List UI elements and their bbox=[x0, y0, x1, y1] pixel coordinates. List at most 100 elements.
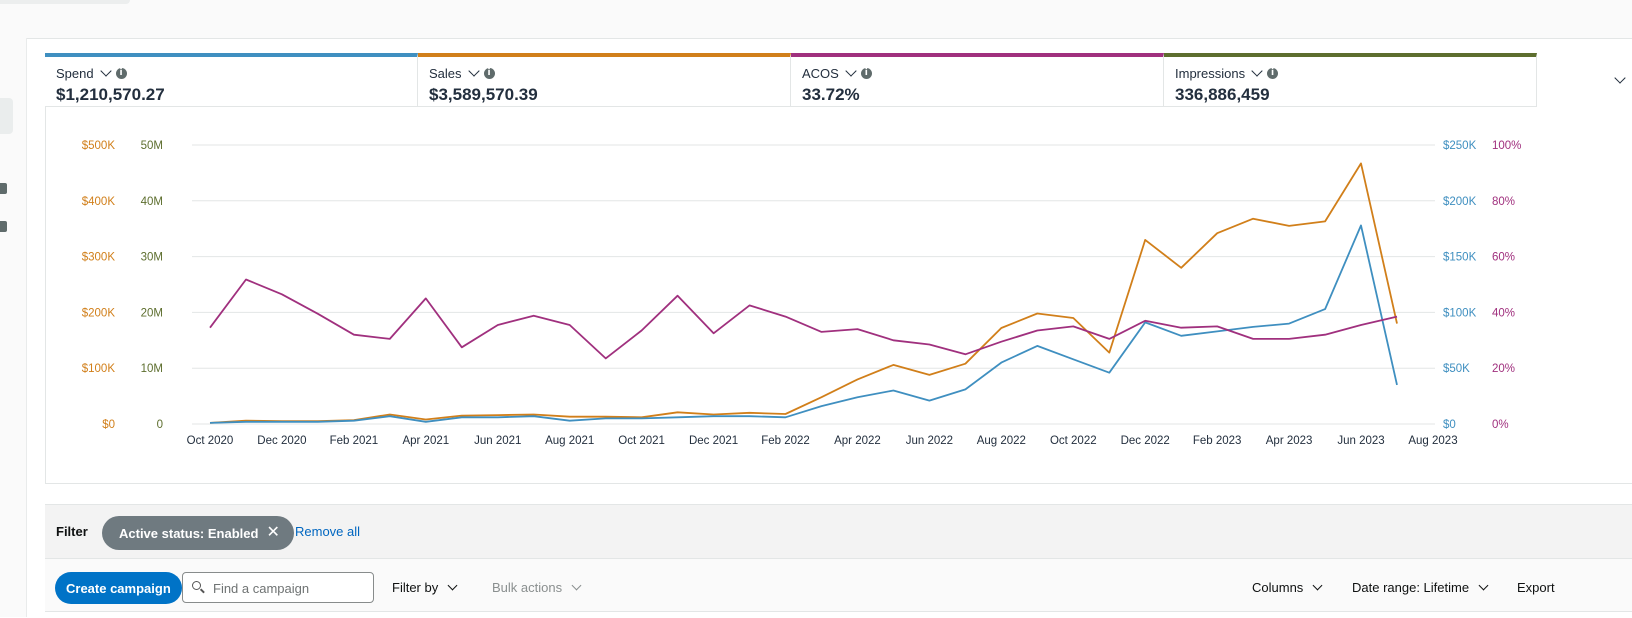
y-tick-label-spend: $100K bbox=[1443, 307, 1477, 319]
y-tick-label-acos: 40% bbox=[1492, 307, 1515, 319]
metric-value: 33.72% bbox=[802, 85, 860, 104]
x-tick-label: Apr 2023 bbox=[1266, 435, 1313, 447]
y-tick-label-sales: $500K bbox=[82, 140, 116, 152]
create-campaign-button[interactable]: Create campaign bbox=[55, 572, 182, 604]
y-tick-label-sales: $300K bbox=[82, 252, 116, 264]
x-tick-label: Aug 2022 bbox=[977, 435, 1026, 447]
top-tab-hint bbox=[0, 0, 130, 4]
metric-dropdown-acos[interactable]: ACOS i bbox=[802, 65, 872, 81]
metric-card-sales[interactable]: Sales i $3,589,570.39 bbox=[418, 53, 791, 107]
campaign-action-bar: Create campaign Find a campaign Filter b… bbox=[45, 559, 1632, 617]
metric-value: $1,210,570.27 bbox=[56, 85, 165, 104]
y-tick-label-sales: $100K bbox=[82, 363, 116, 375]
metric-dropdown-spend[interactable]: Spend i bbox=[56, 65, 127, 81]
y-tick-label-acos: 100% bbox=[1492, 140, 1521, 152]
bulk-actions-label: Bulk actions bbox=[492, 580, 563, 595]
x-tick-label: Apr 2021 bbox=[402, 435, 449, 447]
search-placeholder: Find a campaign bbox=[213, 581, 310, 596]
info-icon[interactable]: i bbox=[1267, 68, 1279, 79]
metric-dropdown-impressions[interactable]: Impressions i bbox=[1175, 65, 1279, 81]
x-tick-label: Oct 2021 bbox=[618, 435, 665, 447]
bulk-actions-dropdown[interactable]: Bulk actions bbox=[492, 580, 582, 595]
line-acos bbox=[209, 278, 1398, 360]
metric-card-spend[interactable]: Spend i $1,210,570.27 bbox=[45, 53, 418, 107]
columns-dropdown[interactable]: Columns bbox=[1252, 580, 1323, 595]
filter-label: Filter bbox=[56, 524, 88, 539]
y-tick-label-impressions: 50M bbox=[141, 140, 163, 152]
remove-all-link[interactable]: Remove all bbox=[295, 524, 361, 539]
info-icon[interactable]: i bbox=[483, 68, 495, 79]
x-tick-label: Oct 2022 bbox=[1050, 435, 1097, 447]
expand-metrics-chevron-icon[interactable] bbox=[1614, 72, 1626, 84]
left-selected-item[interactable] bbox=[0, 98, 13, 134]
y-tick-label-impressions: 20M bbox=[141, 307, 163, 319]
y-tick-label-impressions: 0 bbox=[157, 419, 163, 431]
y-tick-label-acos: 20% bbox=[1492, 363, 1515, 375]
y-tick-label-spend: $250K bbox=[1443, 140, 1477, 152]
metric-label: Sales bbox=[429, 66, 462, 81]
x-tick-label: Jun 2022 bbox=[906, 435, 953, 447]
performance-chart-panel: $0 0 $0 0% $100K 10M $50K 20% $200K 20M $100K 40% $3… bbox=[45, 107, 1632, 484]
performance-chart: $0 0 $0 0% $100K 10M $50K 20% $200K 20M $100K 40% $3… bbox=[82, 140, 1522, 447]
y-tick-label-acos: 60% bbox=[1492, 252, 1515, 264]
filter-by-dropdown[interactable]: Filter by bbox=[392, 580, 458, 595]
y-tick-label-sales: $0 bbox=[102, 419, 115, 431]
x-tick-label: Dec 2020 bbox=[257, 435, 306, 447]
metric-value: $3,589,570.39 bbox=[429, 85, 538, 104]
y-tick-label-impressions: 30M bbox=[141, 252, 163, 264]
left-side-panel bbox=[0, 38, 27, 617]
x-tick-label: Jun 2023 bbox=[1337, 435, 1384, 447]
y-tick-label-impressions: 40M bbox=[141, 196, 163, 208]
x-tick-label: Feb 2023 bbox=[1193, 435, 1242, 447]
y-tick-label-sales: $200K bbox=[82, 307, 116, 319]
chevron-down-icon bbox=[571, 580, 582, 591]
chevron-down-icon bbox=[1478, 580, 1489, 591]
chevron-down-icon bbox=[1312, 580, 1323, 591]
export-label: Export bbox=[1517, 580, 1555, 595]
chevron-down-icon bbox=[1251, 65, 1263, 77]
top-bar bbox=[0, 0, 1632, 39]
y-tick-label-spend: $50K bbox=[1443, 363, 1470, 375]
chevron-down-icon bbox=[845, 65, 857, 77]
metric-dropdown-sales[interactable]: Sales i bbox=[429, 65, 495, 81]
date-range-dropdown[interactable]: Date range: Lifetime bbox=[1352, 580, 1489, 595]
date-range-label: Date range: Lifetime bbox=[1352, 580, 1470, 595]
x-tick-label: Dec 2021 bbox=[689, 435, 738, 447]
metric-label: Impressions bbox=[1175, 66, 1246, 81]
chevron-down-icon bbox=[99, 65, 112, 77]
campaign-search-input[interactable]: Find a campaign bbox=[182, 572, 374, 603]
line-sales bbox=[209, 162, 1398, 424]
close-icon[interactable]: ✕ bbox=[266, 524, 280, 541]
info-icon[interactable]: i bbox=[115, 68, 127, 79]
x-tick-label: Apr 2022 bbox=[834, 435, 881, 447]
x-tick-label: Aug 2021 bbox=[545, 435, 594, 447]
y-tick-label-acos: 0% bbox=[1492, 419, 1509, 431]
metric-label: Spend bbox=[56, 66, 94, 81]
left-badge bbox=[0, 221, 7, 232]
metric-label: ACOS bbox=[802, 66, 839, 81]
filter-bar: Filter Active status: Enabled ✕ Remove al… bbox=[45, 504, 1632, 559]
filter-by-label: Filter by bbox=[392, 580, 439, 595]
left-badge bbox=[0, 183, 7, 194]
x-tick-label: Dec 2022 bbox=[1121, 435, 1170, 447]
x-tick-label: Oct 2020 bbox=[187, 435, 234, 447]
metric-selector-row: Spend i $1,210,570.27 Sales i $3,589,570.3… bbox=[45, 53, 1600, 107]
line-spend bbox=[209, 224, 1398, 424]
y-tick-label-spend: $200K bbox=[1443, 196, 1477, 208]
metric-value: 336,886,459 bbox=[1175, 85, 1270, 104]
info-icon[interactable]: i bbox=[860, 68, 872, 79]
columns-label: Columns bbox=[1252, 580, 1304, 595]
chevron-down-icon bbox=[447, 580, 458, 591]
search-icon bbox=[192, 581, 201, 590]
x-tick-label: Aug 2023 bbox=[1408, 435, 1457, 447]
chevron-down-icon bbox=[467, 65, 480, 77]
x-tick-label: Feb 2021 bbox=[330, 435, 379, 447]
metric-card-acos[interactable]: ACOS i 33.72% bbox=[791, 53, 1164, 107]
export-button[interactable]: Export bbox=[1517, 580, 1555, 595]
y-tick-label-impressions: 10M bbox=[141, 363, 163, 375]
chip-label: Active status: Enabled bbox=[119, 525, 259, 541]
metric-card-impressions[interactable]: Impressions i 336,886,459 bbox=[1164, 53, 1537, 107]
table-header-edge bbox=[45, 611, 1632, 618]
y-tick-label-spend: $150K bbox=[1443, 252, 1477, 264]
active-status-filter-chip[interactable]: Active status: Enabled ✕ bbox=[102, 516, 294, 550]
